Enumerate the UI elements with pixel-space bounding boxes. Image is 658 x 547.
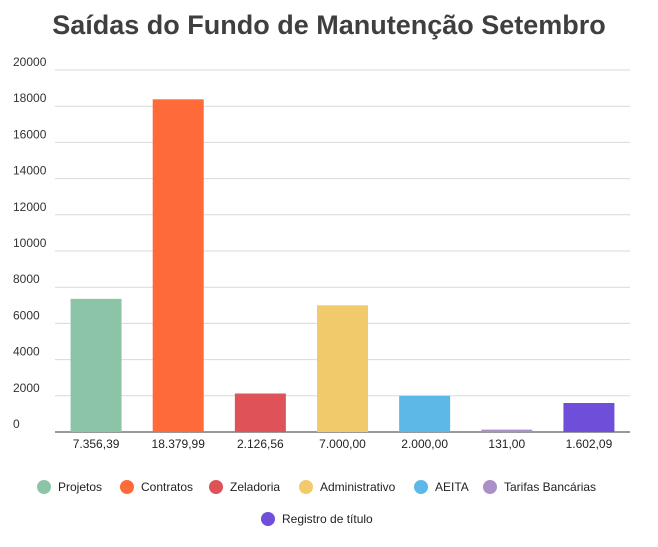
chart-title: Saídas do Fundo de Manutenção Setembro	[52, 10, 606, 40]
x-tick-label: 7.356,39	[73, 437, 120, 451]
x-axis-labels: 7.356,39 18.379,99 2.126,56 7.000,00 2.000,0…	[73, 437, 613, 451]
x-tick-label: 18.379,99	[152, 437, 206, 451]
legend-label: AEITA	[435, 480, 469, 494]
y-tick-label: 20000	[13, 55, 47, 69]
legend-label: Administrativo	[320, 480, 396, 494]
bars	[70, 99, 615, 433]
y-tick-label: 0	[13, 417, 20, 431]
x-tick-label: 2.126,56	[237, 437, 284, 451]
bar-2	[152, 99, 204, 433]
y-tick-label: 2000	[13, 381, 40, 395]
y-tick-label: 8000	[13, 272, 40, 286]
x-tick-label: 1.602,09	[566, 437, 613, 451]
legend-swatch	[37, 480, 51, 494]
y-tick-label: 4000	[13, 345, 40, 359]
x-tick-label: 2.000,00	[401, 437, 448, 451]
x-tick-label: 7.000,00	[319, 437, 366, 451]
legend-label: Tarifas Bancárias	[504, 480, 596, 494]
y-tick-label: 14000	[13, 164, 47, 178]
y-tick-label: 18000	[13, 91, 47, 105]
legend-swatch	[483, 480, 497, 494]
bar-1	[70, 298, 122, 432]
legend-swatch	[299, 480, 313, 494]
y-tick-label: 10000	[13, 236, 47, 250]
bar-5	[399, 395, 451, 432]
legend-swatch	[120, 480, 134, 494]
legend-label: Contratos	[141, 480, 193, 494]
legend-swatch	[261, 512, 275, 526]
legend: Projetos Contratos Zeladoria Administrativo…	[37, 480, 596, 526]
legend-label: Projetos	[58, 480, 102, 494]
legend-swatch	[414, 480, 428, 494]
y-tick-label: 12000	[13, 200, 47, 214]
x-tick-label: 131,00	[488, 437, 525, 451]
bar-4	[317, 305, 368, 432]
legend-label: Zeladoria	[230, 480, 280, 494]
bar-3	[234, 393, 286, 432]
y-axis-ticks: 0 2000 4000 6000 8000 10000 12000 14000 16000 180…	[13, 55, 47, 431]
legend-swatch	[209, 480, 223, 494]
bar-6	[481, 429, 533, 432]
y-tick-label: 16000	[13, 127, 47, 141]
legend-label: Registro de título	[282, 512, 373, 526]
bar-7	[563, 403, 615, 432]
y-tick-label: 6000	[13, 308, 40, 322]
